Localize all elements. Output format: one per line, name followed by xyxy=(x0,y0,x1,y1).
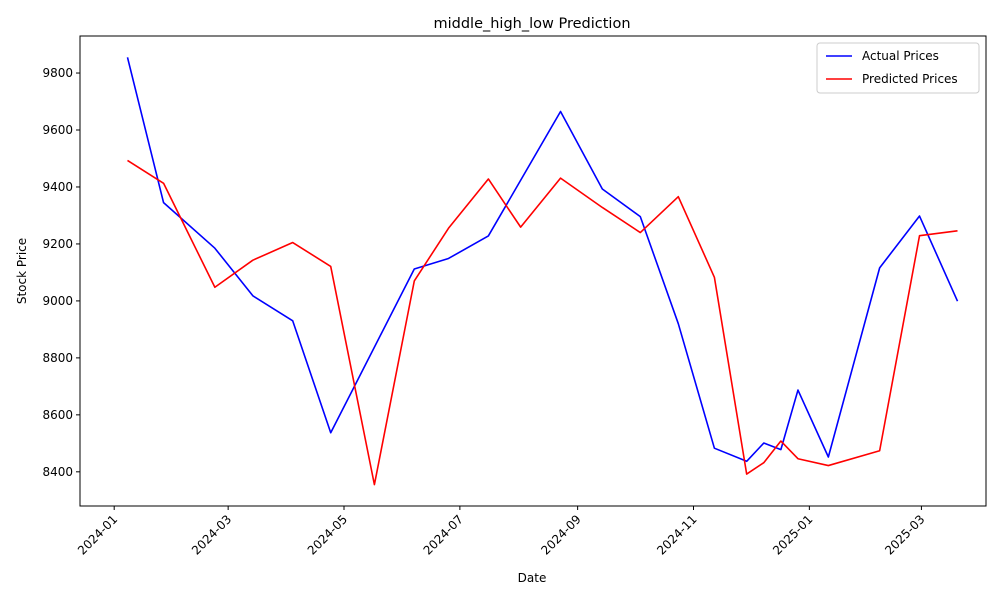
y-tick-label: 9200 xyxy=(42,237,73,251)
y-axis-ticks: 8400 8600 8800 9000 9200 9400 9600 9800 xyxy=(42,66,80,479)
y-tick-label: 8800 xyxy=(42,351,73,365)
x-tick-label: 2024-09 xyxy=(538,512,583,557)
x-tick-label: 2024-05 xyxy=(305,512,350,557)
legend: Actual Prices Predicted Prices xyxy=(816,42,980,94)
y-tick-label: 8600 xyxy=(42,408,73,422)
x-tick-label: 2024-01 xyxy=(75,512,120,557)
y-axis-label: Stock Price xyxy=(15,238,29,304)
x-axis-ticks: 2024-01 2024-03 2024-05 2024-07 2024-09 2024-… xyxy=(75,506,928,558)
y-tick-label: 9000 xyxy=(42,294,73,308)
x-axis-label: Date xyxy=(518,571,547,585)
series-layer xyxy=(126,57,959,486)
plot-area-frame xyxy=(79,35,987,507)
y-tick-label: 9400 xyxy=(42,180,73,194)
legend-box xyxy=(816,42,980,94)
legend-label-predicted: Predicted Prices xyxy=(862,72,958,86)
series-line-actual xyxy=(126,57,959,463)
y-tick-label: 9800 xyxy=(42,66,73,80)
x-tick-label: 2025-03 xyxy=(882,512,927,557)
x-tick-label: 2024-11 xyxy=(654,512,699,557)
chart-title: middle_high_low Prediction xyxy=(433,16,630,32)
x-tick-label: 2025-01 xyxy=(770,512,815,557)
x-tick-label: 2024-03 xyxy=(189,512,234,557)
x-tick-label: 2024-07 xyxy=(421,512,466,557)
legend-label-actual: Actual Prices xyxy=(862,49,939,63)
series-line-predicted xyxy=(127,159,958,486)
y-tick-label: 9600 xyxy=(42,123,73,137)
y-tick-label: 8400 xyxy=(42,465,73,479)
